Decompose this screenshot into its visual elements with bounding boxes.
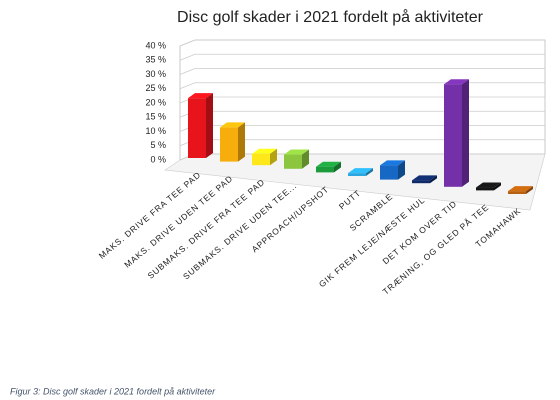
grid-line — [179, 68, 545, 75]
bar-face — [316, 166, 334, 173]
bar-face — [444, 79, 469, 85]
grid-line — [179, 53, 545, 61]
bar-face — [188, 93, 213, 99]
chart-title: Disc golf skader i 2021 fordelt på aktiv… — [177, 8, 484, 26]
x-tick-label: PUTT — [337, 188, 363, 212]
bar-face — [334, 161, 341, 173]
y-tick-label: 25 % — [145, 83, 166, 93]
bar-face — [316, 161, 341, 167]
bar-face — [508, 186, 533, 192]
bar-face — [188, 98, 206, 158]
y-tick-label: 30 % — [145, 69, 166, 79]
bar-face — [412, 175, 437, 181]
bar-face — [220, 127, 238, 162]
y-tick-label: 35 % — [145, 55, 166, 65]
bar-face — [348, 173, 366, 176]
bar — [220, 122, 245, 162]
bar-face — [398, 160, 405, 180]
bar — [348, 168, 373, 176]
bar — [508, 186, 533, 194]
grid-line — [179, 39, 545, 47]
bar-face — [238, 122, 245, 162]
bar-face — [476, 182, 501, 188]
bar-face — [494, 182, 501, 191]
bar-face — [462, 79, 469, 187]
bar-face — [366, 168, 373, 176]
bar-face — [380, 160, 405, 166]
y-tick-label: 15 % — [145, 112, 166, 122]
bar-face — [220, 122, 245, 128]
bar — [188, 93, 213, 158]
bar — [284, 149, 309, 169]
bar-face — [284, 154, 302, 169]
bar — [476, 182, 501, 191]
bar-face — [476, 187, 494, 191]
bar-face — [444, 84, 462, 187]
bar-face — [206, 93, 213, 158]
bar-face — [380, 165, 398, 180]
bar-face — [348, 168, 373, 174]
bar-face — [508, 191, 526, 194]
bar — [412, 175, 437, 184]
bar-face — [302, 149, 309, 169]
bar-face — [252, 153, 270, 166]
bar-face — [526, 186, 533, 194]
y-tick-label: 0 % — [150, 154, 166, 164]
caption: Figur 3: Disc golf skader i 2021 fordelt… — [10, 386, 216, 396]
bar-face — [252, 148, 277, 154]
y-tick-label: 40 % — [145, 40, 166, 50]
bar — [316, 161, 341, 173]
bar-face — [284, 149, 309, 155]
y-tick-label: 20 % — [145, 97, 166, 107]
bar-face — [412, 180, 430, 184]
y-tick-label: 5 % — [150, 140, 166, 150]
bar — [252, 148, 277, 166]
bar — [444, 79, 469, 187]
bar-face — [270, 148, 277, 166]
grid-line — [179, 82, 545, 90]
y-tick-label: 10 % — [145, 126, 166, 136]
bar-face — [430, 175, 437, 184]
bar — [380, 160, 405, 180]
